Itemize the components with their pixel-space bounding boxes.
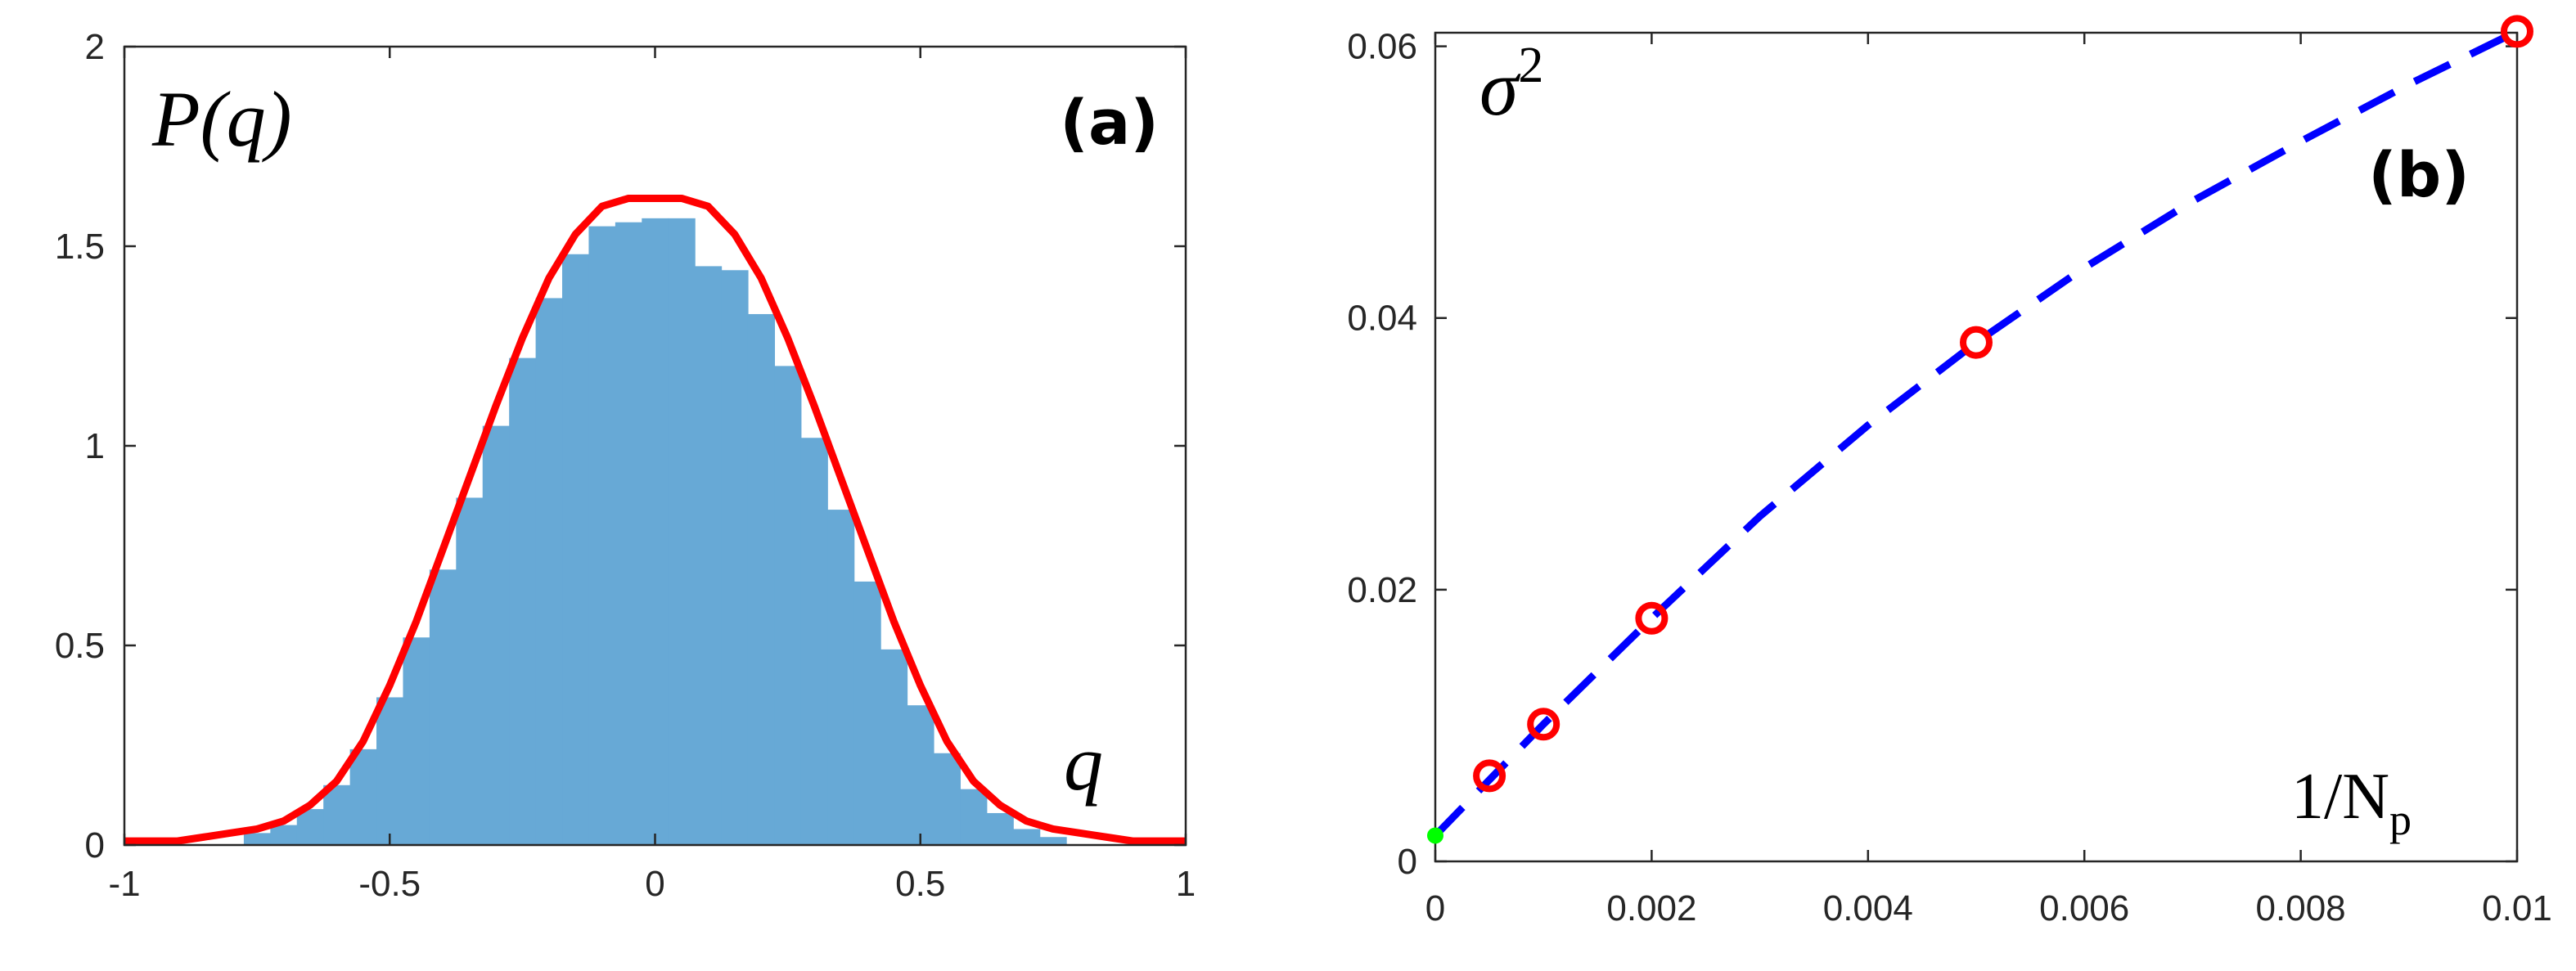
x-tick-label: 1: [1176, 864, 1196, 904]
histogram-bar: [1013, 829, 1041, 845]
histogram-bar: [615, 222, 642, 846]
data-point: [1960, 326, 1993, 359]
histogram-bar: [403, 637, 430, 845]
data-point: [1473, 759, 1506, 793]
panel-b: 0 0.002 0.004 0.006 0.008 0.01 0 0.02 0.04 0.06 σ…: [1347, 15, 2552, 928]
histogram-bar: [376, 697, 404, 845]
histogram-bar: [827, 510, 855, 845]
ticks-a: -1 -0.5 0 0.5 1 0 0.5 1 1.5 2: [55, 27, 1196, 904]
histogram-bar: [323, 784, 351, 845]
y-tick-label: 2: [85, 27, 105, 67]
histogram-bar: [270, 825, 298, 845]
histogram-bar: [1039, 837, 1067, 845]
histogram-bar: [880, 649, 908, 845]
x-tick-label: 0.008: [2256, 888, 2346, 928]
x-tick-label: 0.5: [895, 864, 945, 904]
data-point: [1527, 708, 1560, 741]
extrapolated-point: [1427, 827, 1443, 844]
histogram-bar: [535, 298, 563, 845]
y-tick-label: 1.5: [55, 227, 105, 267]
plot-frame-b: [1434, 31, 2519, 863]
x-tick-label: -0.5: [358, 864, 421, 904]
panel-a: -1 -0.5 0 0.5 1 0 0.5 1 1.5 2 P(q) q (a): [55, 27, 1196, 904]
histogram-bars: [243, 218, 1067, 846]
histogram-bar: [800, 438, 828, 845]
y-tick-label: 0.06: [1347, 27, 1417, 67]
histogram-bar: [721, 270, 749, 845]
x-axis-label: 1/Np: [2291, 761, 2412, 844]
histogram-bar: [509, 357, 537, 845]
histogram-bar: [668, 218, 696, 846]
y-tick-label: 0.5: [55, 626, 105, 666]
histogram-bar: [986, 812, 1014, 845]
y-axis-label-superscript: 2: [1518, 38, 1543, 93]
fit-curve-dashed: [1432, 28, 2519, 838]
x-axis-label-main: 1/N: [2291, 761, 2389, 833]
x-tick-label: 0: [645, 864, 664, 904]
histogram-bar: [349, 748, 377, 845]
data-point: [1635, 601, 1669, 635]
histogram-bar: [853, 581, 881, 845]
histogram-bar: [960, 789, 988, 845]
histogram-bar: [933, 753, 961, 845]
x-tick-label: -1: [108, 864, 140, 904]
y-tick-label: 0: [85, 825, 105, 865]
y-tick-label: 0.04: [1347, 299, 1417, 339]
histogram-bar: [642, 218, 669, 846]
y-axis-label-symbol: σ: [1479, 44, 1521, 132]
panel-label-a: (a): [1060, 86, 1159, 159]
x-axis-label: q: [1064, 719, 1103, 807]
fit-curve: [124, 194, 1186, 845]
histogram-bar: [296, 809, 324, 845]
histogram-bar: [747, 313, 776, 846]
panel-label-b: (b): [2368, 138, 2470, 211]
histogram-bar: [695, 266, 723, 845]
histogram-bar: [774, 366, 802, 845]
x-tick-label: 0.002: [1606, 888, 1696, 928]
y-tick-label: 0.02: [1347, 570, 1417, 610]
data-points: [1473, 15, 2533, 793]
histogram-bar: [456, 497, 484, 845]
y-axis-label: σ2: [1479, 38, 1543, 132]
y-axis-label: P(q): [151, 75, 292, 163]
histogram-bar: [482, 425, 510, 845]
x-tick-label: 0.01: [2482, 888, 2552, 928]
ticks-b: 0 0.002 0.004 0.006 0.008 0.01 0 0.02 0.04 0.06: [1347, 27, 2551, 928]
histogram-bar: [907, 705, 934, 845]
histogram-bar: [588, 226, 616, 846]
x-axis-label-subscript: p: [2389, 795, 2412, 844]
histogram-bar: [429, 569, 457, 845]
data-point: [2501, 15, 2533, 48]
histogram-bar: [243, 833, 271, 845]
y-tick-label: 0: [1398, 842, 1417, 882]
x-tick-label: 0.006: [2039, 888, 2129, 928]
histogram-bar: [562, 254, 590, 845]
y-tick-label: 1: [85, 426, 105, 466]
x-tick-label: 0: [1425, 888, 1445, 928]
x-tick-label: 0.004: [1823, 888, 1913, 928]
